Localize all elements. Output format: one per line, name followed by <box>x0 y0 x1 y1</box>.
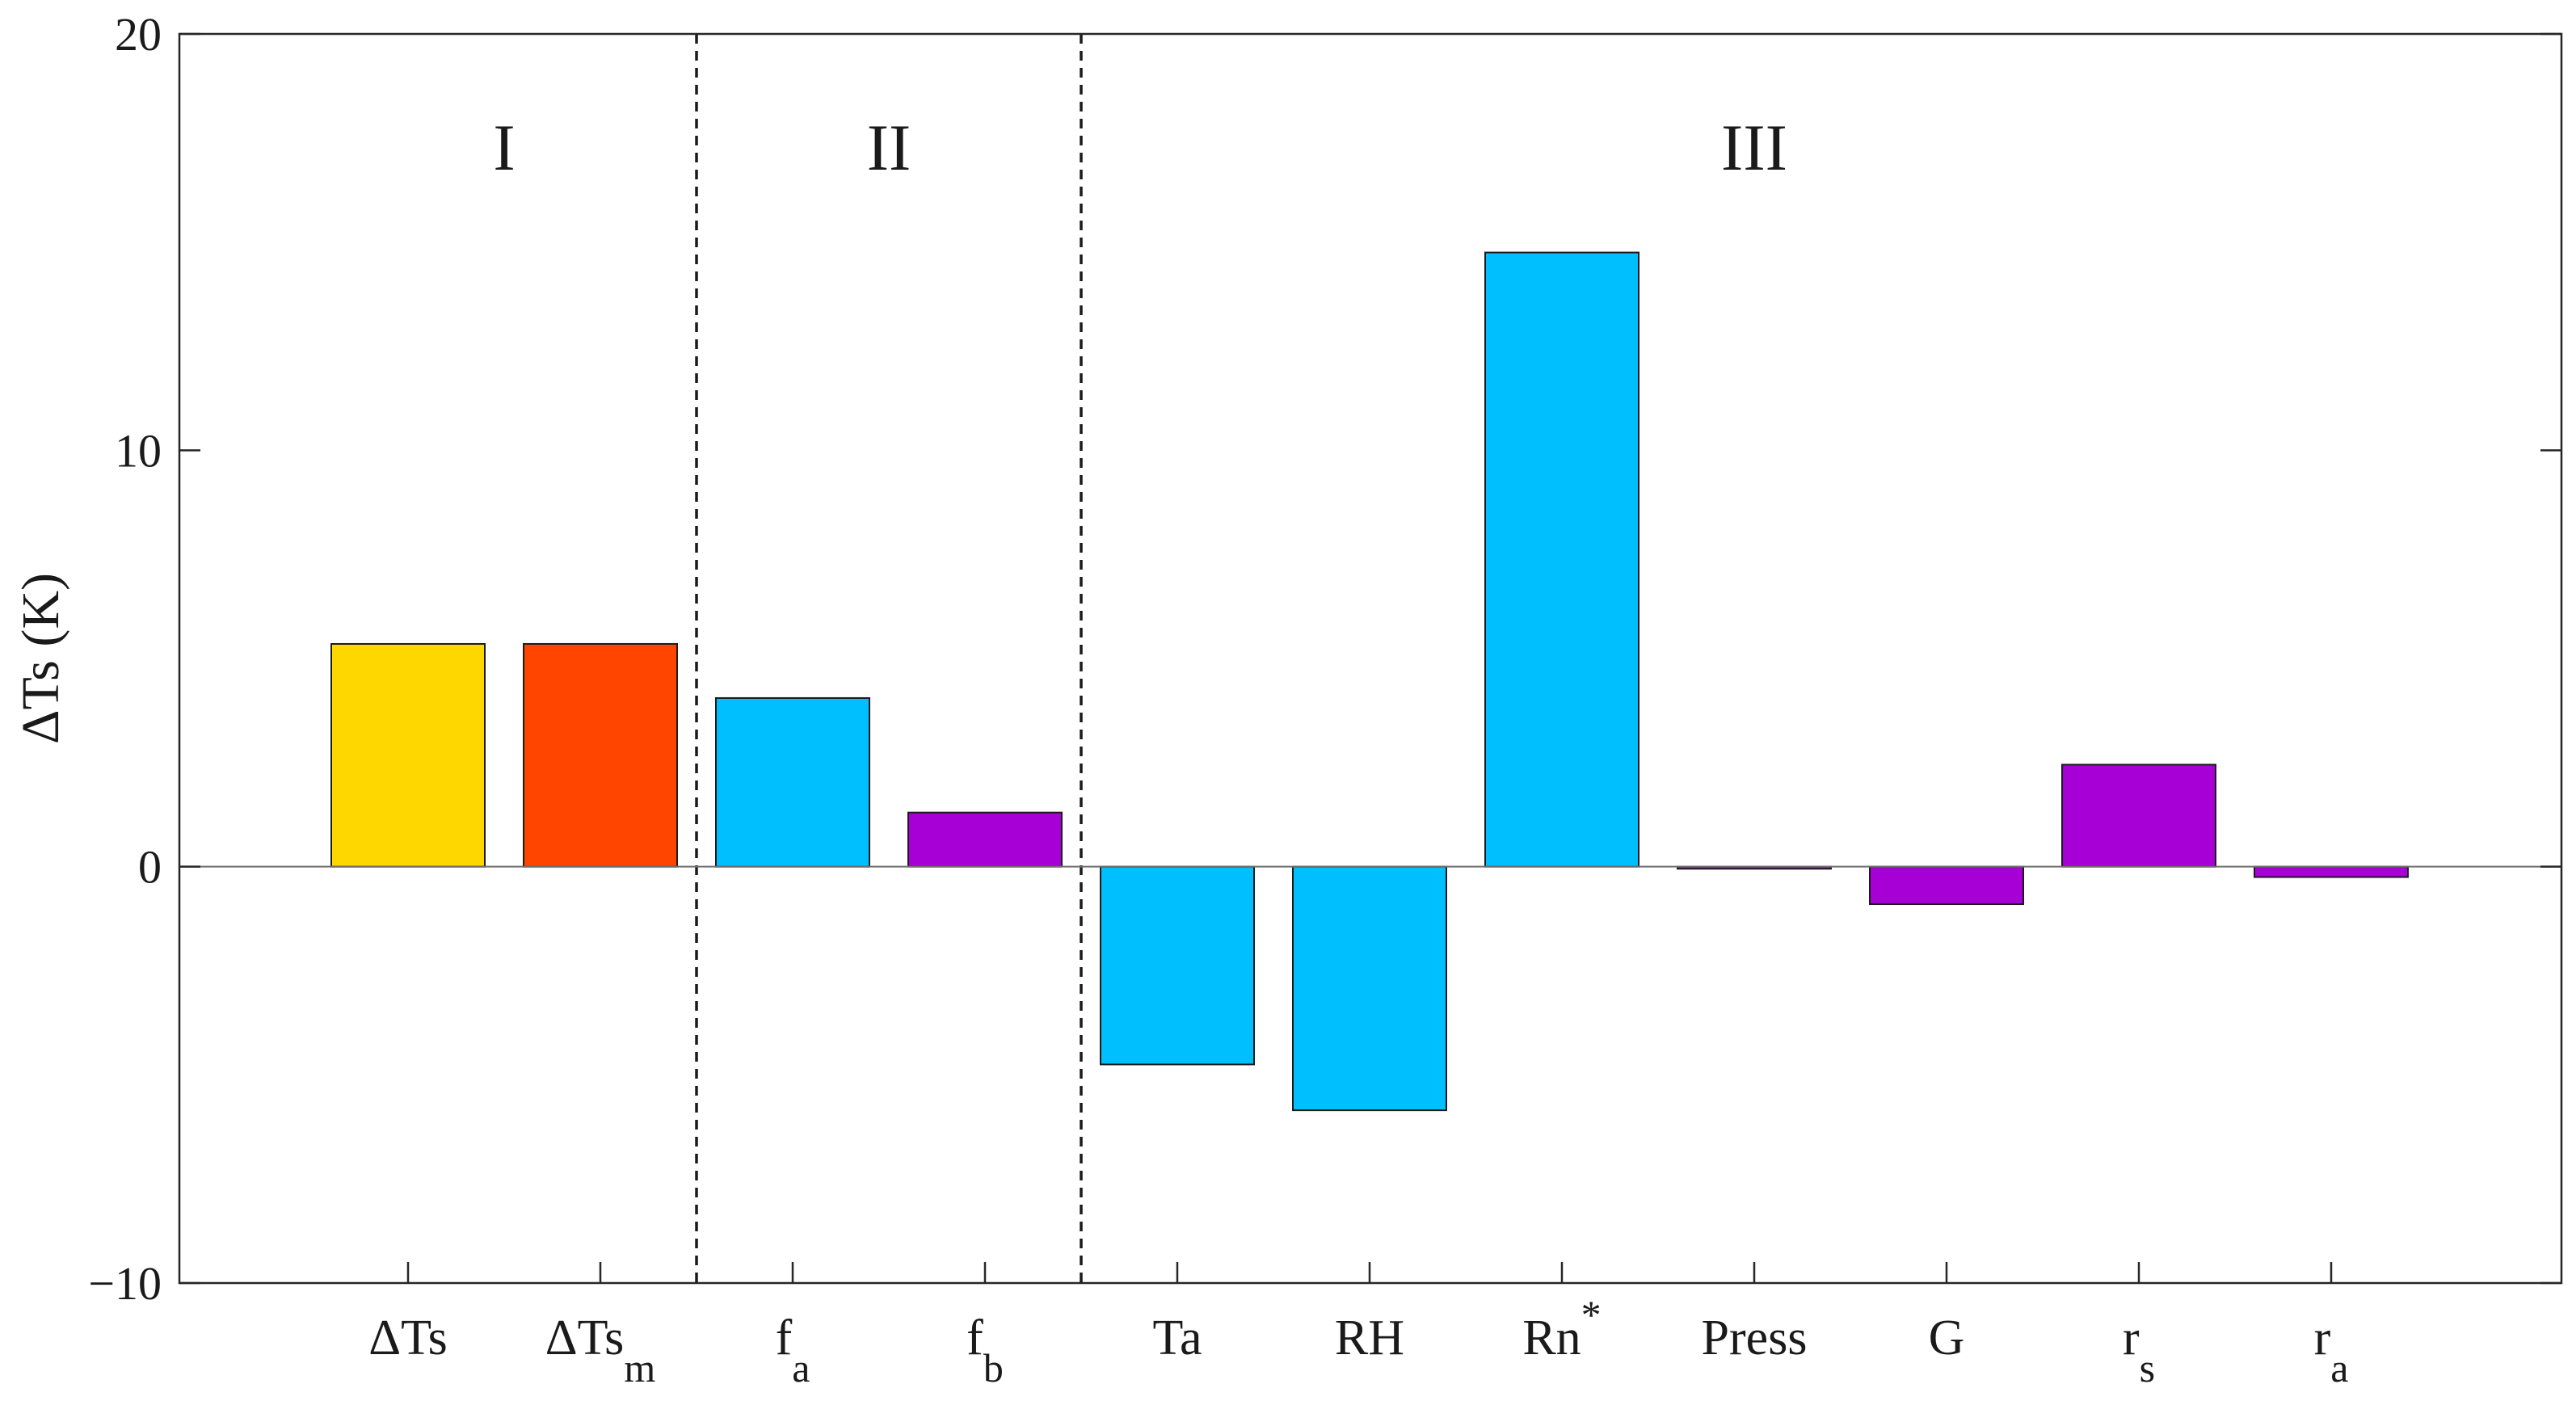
bar <box>1292 865 1447 1112</box>
bar <box>907 811 1063 868</box>
x-tick-label: fa <box>776 1311 810 1390</box>
x-tick-label: ΔTs <box>368 1311 448 1365</box>
x-tick-label: Press <box>1702 1311 1808 1365</box>
x-tick-label: Ta <box>1152 1311 1202 1365</box>
y-tick-label: 20 <box>115 8 162 61</box>
bar <box>2254 865 2409 878</box>
bars-group <box>330 251 2409 1112</box>
x-tick-label: ΔTsm <box>545 1311 656 1390</box>
region-label: II <box>867 111 911 184</box>
bar <box>1869 865 2024 906</box>
bar <box>330 642 486 868</box>
region-label: I <box>493 111 515 184</box>
axes-frame <box>178 32 2563 1285</box>
bar <box>523 642 678 868</box>
x-tick-label: ra <box>2314 1311 2349 1390</box>
bar <box>2061 764 2216 868</box>
y-tick-label: 0 <box>138 841 162 894</box>
bar <box>715 696 870 868</box>
x-tick-label: G <box>1929 1311 1965 1365</box>
region-label: III <box>1721 111 1787 184</box>
x-tick-label: RH <box>1335 1311 1404 1365</box>
x-tick-label: rs <box>2123 1311 2155 1390</box>
y-tick-label: 10 <box>115 424 162 477</box>
region-dividers <box>695 34 1083 1283</box>
y-axis-title: ΔTs (K) <box>11 573 70 744</box>
bar <box>1100 865 1255 1066</box>
bar <box>1484 251 1639 868</box>
x-tick-label: fb <box>966 1311 1004 1390</box>
y-tick-label: −10 <box>88 1257 162 1310</box>
x-tick-label: Rn* <box>1522 1292 1601 1365</box>
